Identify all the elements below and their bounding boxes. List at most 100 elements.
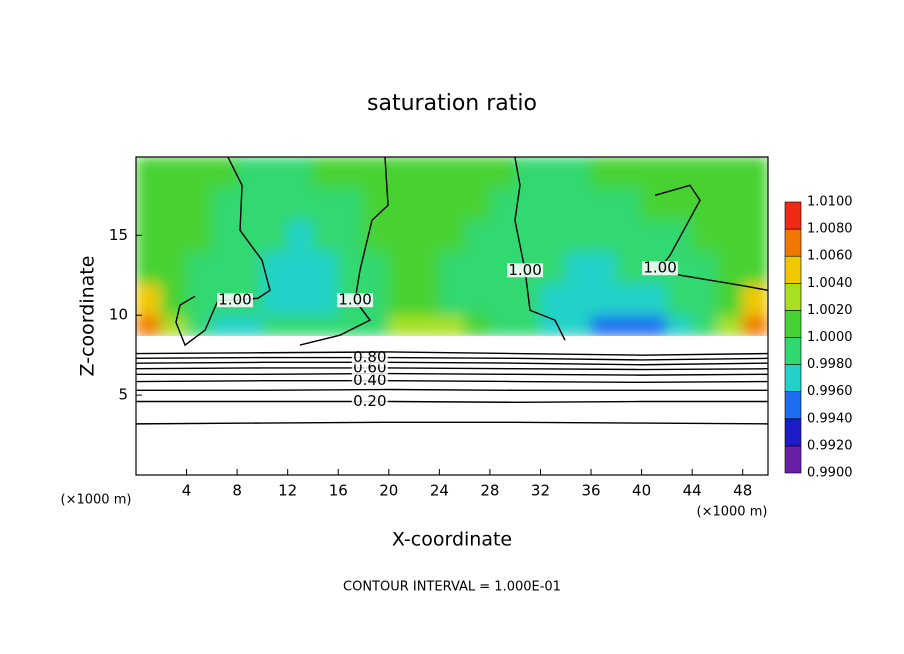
field-cell <box>261 250 289 284</box>
colorbar-band <box>784 228 802 257</box>
contour-label: 0.40 <box>353 371 386 389</box>
colorbar-label: 1.0100 <box>807 195 853 210</box>
contour-label: 1.00 <box>643 259 676 277</box>
x-unit: (×1000 m) <box>697 505 768 520</box>
field-cell <box>464 218 491 252</box>
field-cell <box>388 282 415 316</box>
field-cell <box>136 186 162 220</box>
contour-line <box>136 388 768 392</box>
field-cell <box>590 157 617 188</box>
field-cell <box>211 250 238 284</box>
field-cell <box>186 314 213 336</box>
field-cell <box>514 314 541 336</box>
field-cell <box>742 250 768 284</box>
contour-line <box>136 367 768 371</box>
field-cell <box>160 157 188 188</box>
field-cell <box>363 186 390 220</box>
contour-label-bg <box>351 394 388 409</box>
field-cell <box>565 218 592 252</box>
field-cell <box>590 282 617 316</box>
field-cell <box>438 282 466 316</box>
field-cell <box>312 250 339 284</box>
field-cell <box>236 314 263 336</box>
field-cell <box>590 218 617 252</box>
contour-line <box>299 157 389 346</box>
field-cell <box>438 157 466 188</box>
x-tick-label: 24 <box>430 482 449 500</box>
field-cell <box>312 314 339 336</box>
colorbar-label: 0.9900 <box>807 466 853 481</box>
field-cell <box>438 250 466 284</box>
field-cell <box>641 157 668 188</box>
x-tick-label: 48 <box>733 482 752 500</box>
field-cell <box>615 250 643 284</box>
field-cell <box>136 250 162 284</box>
field-cell <box>211 218 238 252</box>
field-cell <box>363 250 390 284</box>
field-cell <box>363 314 390 336</box>
field-cell <box>261 218 289 252</box>
field-cell <box>312 186 339 220</box>
field-cell <box>261 186 289 220</box>
contour-line <box>136 361 768 366</box>
field-cell <box>186 250 213 284</box>
colorbar-band <box>784 255 802 284</box>
field-cell <box>590 186 617 220</box>
colorbar-band <box>784 337 802 365</box>
contour-line <box>136 400 768 403</box>
chart-title: saturation ratio <box>367 91 537 116</box>
field-cell <box>539 282 567 316</box>
contour-label: 1.00 <box>508 261 541 279</box>
field-cell <box>590 314 617 336</box>
colorbar-band <box>784 445 802 474</box>
x-tick-label: 16 <box>329 482 348 500</box>
colorbar-band <box>784 310 802 338</box>
field-cell <box>514 218 541 252</box>
field-cell <box>716 157 744 188</box>
field-cell <box>464 157 491 188</box>
field-cell <box>742 186 768 220</box>
contour-label-bg <box>351 350 388 365</box>
field-cell <box>312 157 339 188</box>
field-cell <box>160 314 188 336</box>
x-unit: (×1000 m) <box>61 493 132 508</box>
field-cell <box>261 314 289 336</box>
field-cell <box>160 250 188 284</box>
x-tick-label: 12 <box>278 482 297 500</box>
colorbar-band <box>784 282 802 311</box>
field-cell <box>691 314 718 336</box>
field-cell <box>666 157 693 188</box>
field-cell <box>565 314 592 336</box>
field-cell <box>136 314 162 336</box>
field-cell <box>489 157 516 188</box>
colorbar-band <box>784 201 802 230</box>
x-tick-label: 4 <box>182 482 192 500</box>
contour-label-bg <box>507 263 544 278</box>
field-cell <box>413 250 440 284</box>
field-cell <box>413 157 440 188</box>
colorbar-label: 1.0080 <box>807 222 853 237</box>
field-cell <box>388 157 415 188</box>
field-cell <box>287 218 314 252</box>
field-cell <box>186 186 213 220</box>
field-cell <box>236 218 263 252</box>
field-cell <box>211 314 238 336</box>
x-tick-label: 44 <box>683 482 702 500</box>
field-cell <box>287 157 314 188</box>
field-cell <box>413 282 440 316</box>
contour-line <box>136 421 768 425</box>
field-cell <box>539 218 567 252</box>
field-cell <box>388 250 415 284</box>
x-tick-label: 8 <box>232 482 242 500</box>
field-cell <box>211 157 238 188</box>
contour-line <box>136 372 768 376</box>
x-tick-label: 28 <box>480 482 499 500</box>
footnote: CONTOUR INTERVAL = 1.000E-01 <box>343 580 561 595</box>
field-cell <box>413 314 440 336</box>
field-cell <box>716 282 744 316</box>
field-cell <box>615 314 643 336</box>
contour-label-bg <box>337 293 374 308</box>
field-cell <box>287 250 314 284</box>
colorbar-band <box>784 364 802 393</box>
field-cell <box>363 218 390 252</box>
